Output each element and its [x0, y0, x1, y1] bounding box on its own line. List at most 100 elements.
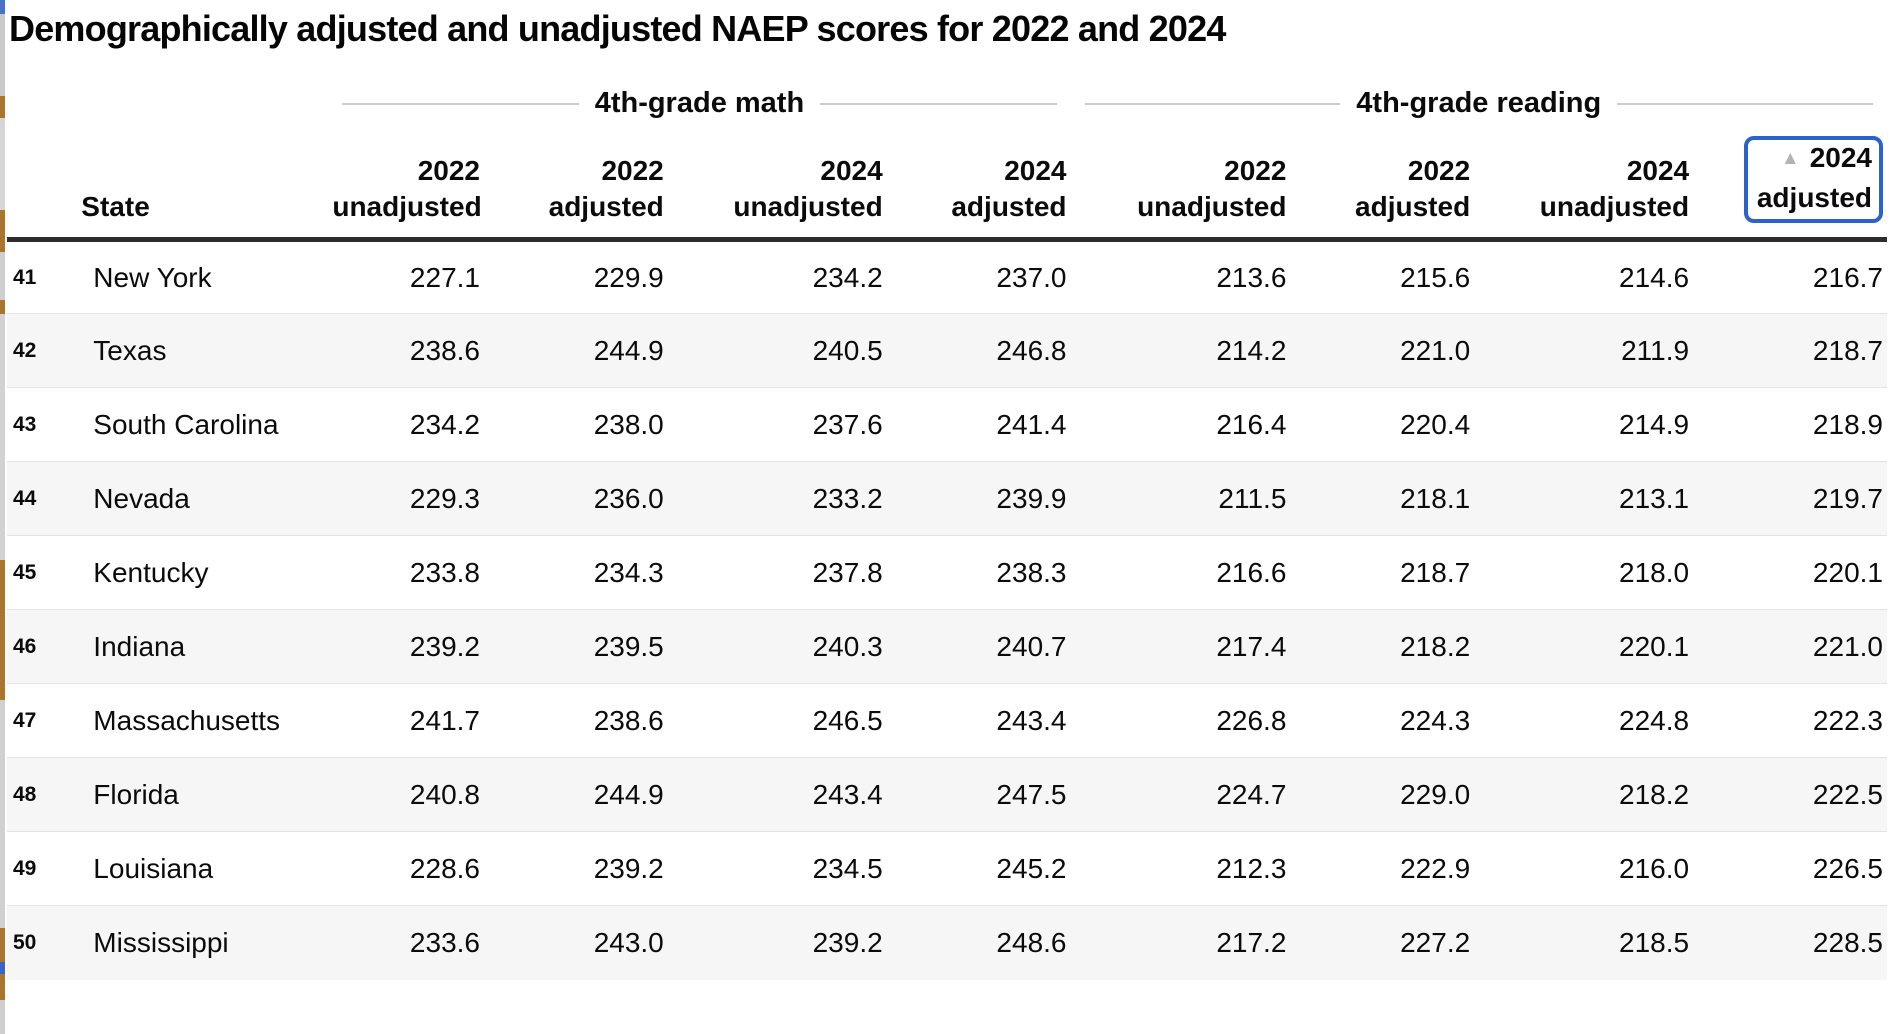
- reading-2022-adjusted-cell: 221.0: [1290, 313, 1475, 388]
- math-2024-adjusted-cell: 238.3: [886, 535, 1071, 610]
- reading-2024-unadjusted-cell: 220.1: [1474, 609, 1694, 684]
- math-2022-unadjusted-cell: 240.8: [328, 757, 484, 832]
- col-header-reading-2024-adjusted sorted[interactable]: ▲ 2024 adjusted: [1693, 122, 1887, 242]
- header-kind: adjusted: [1355, 191, 1471, 222]
- math-2024-adjusted-cell: 241.4: [886, 387, 1071, 462]
- group-header-row: 4th-grade math 4th-grade reading: [7, 50, 1887, 122]
- reading-2022-adjusted-cell: 229.0: [1290, 757, 1475, 832]
- math-2024-adjusted-cell: 237.0: [996, 261, 1067, 293]
- header-kind: unadjusted: [733, 191, 883, 222]
- table-row: 49 Louisiana 228.6 239.2 234.5 245.2 212…: [7, 831, 1887, 906]
- sort-ascending-icon: ▲: [1780, 148, 1800, 169]
- header-kind: unadjusted: [332, 191, 482, 222]
- reading-2024-adjusted-cell: 222.3: [1693, 683, 1887, 758]
- col-header-reading-2022-adjusted[interactable]: 2022 adjusted: [1290, 122, 1475, 242]
- reading-2024-unadjusted-cell: 214.9: [1474, 387, 1694, 462]
- header-year-with-sort: ▲ 2024: [1757, 140, 1872, 180]
- reading-2022-unadjusted-cell: 216.4: [1070, 387, 1291, 462]
- reading-2022-adjusted-cell: 220.4: [1290, 387, 1475, 462]
- reading-2022-adjusted-cell: 222.9: [1290, 831, 1475, 906]
- math-2024-adjusted-cell: 247.5: [886, 757, 1071, 832]
- table-row: 44 Nevada 229.3 236.0 233.2 239.9 211.5 …: [7, 461, 1887, 536]
- left-edge-artifact: [0, 0, 5, 1034]
- math-2024-adjusted-cell: 240.7: [886, 609, 1071, 684]
- header-year: 2022: [1224, 155, 1287, 186]
- state-cell: Nevada: [77, 461, 329, 536]
- table-row: 41 New York 227.1 229.9 234.2 237.0 213.…: [7, 240, 1887, 314]
- math-2022-unadjusted-cell: 239.2: [328, 609, 484, 684]
- table-row: 43 South Carolina 234.2 238.0 237.6 241.…: [7, 387, 1887, 462]
- header-kind: adjusted: [1756, 182, 1872, 213]
- rank-cell: 43: [7, 387, 78, 462]
- reading-2024-adjusted-cell: 216.7: [1812, 261, 1883, 293]
- col-header-reading-2022-unadjusted[interactable]: 2022 unadjusted: [1070, 122, 1291, 242]
- reading-2024-adjusted-cell: 222.5: [1693, 757, 1887, 832]
- col-header-math-2022-unadjusted[interactable]: 2022 unadjusted: [328, 122, 484, 242]
- math-2022-unadjusted-cell: 227.1: [409, 261, 480, 293]
- reading-2022-unadjusted-cell: 214.2: [1070, 313, 1291, 388]
- header-year: 2024: [1004, 155, 1067, 186]
- reading-2022-unadjusted-cell: 226.8: [1070, 683, 1291, 758]
- header-kind: unadjusted: [1539, 191, 1690, 222]
- math-2022-adjusted-cell: 238.0: [484, 387, 668, 462]
- math-2022-unadjusted-cell: 234.2: [328, 387, 484, 462]
- math-2024-adjusted-cell: 245.2: [886, 831, 1071, 906]
- math-2024-unadjusted-cell: 234.2: [812, 261, 883, 293]
- col-header-math-2022-adjusted[interactable]: 2022 adjusted: [484, 122, 668, 242]
- math-2022-unadjusted-cell: 228.6: [328, 831, 484, 906]
- state-cell: Louisiana: [77, 831, 329, 906]
- table-row: 48 Florida 240.8 244.9 243.4 247.5 224.7…: [7, 757, 1887, 832]
- reading-2022-unadjusted-cell: 212.3: [1070, 831, 1291, 906]
- header-year: 2022: [1407, 155, 1471, 186]
- reading-2024-unadjusted-cell: 218.5: [1474, 905, 1694, 980]
- reading-2022-adjusted-cell: 218.2: [1290, 609, 1475, 684]
- math-2022-adjusted-cell: 244.9: [484, 313, 668, 388]
- math-2024-adjusted-cell: 243.4: [886, 683, 1071, 758]
- header-kind: unadjusted: [1137, 191, 1287, 222]
- math-2024-adjusted-cell: 239.9: [886, 461, 1071, 536]
- rank-column-header: [7, 122, 78, 242]
- reading-2024-adjusted-cell: 221.0: [1693, 609, 1887, 684]
- rank-cell: 47: [7, 683, 78, 758]
- reading-2024-adjusted-cell: 218.7: [1693, 313, 1887, 388]
- group-label-reading: 4th-grade reading: [1356, 87, 1602, 119]
- reading-2022-adjusted-cell: 218.1: [1290, 461, 1475, 536]
- math-2024-unadjusted-cell: 237.8: [667, 535, 887, 610]
- state-cell: Texas: [77, 313, 329, 388]
- rank-cell: 48: [7, 757, 78, 832]
- rank-cell: 49: [7, 831, 78, 906]
- col-header-math-2024-adjusted[interactable]: 2024 adjusted: [886, 122, 1071, 242]
- math-2022-adjusted-cell: 244.9: [484, 757, 668, 832]
- table-row: 42 Texas 238.6 244.9 240.5 246.8 214.2 2…: [7, 313, 1887, 388]
- math-2022-adjusted-cell: 239.2: [484, 831, 668, 906]
- col-header-math-2024-unadjusted[interactable]: 2024 unadjusted: [667, 122, 887, 242]
- math-2022-adjusted-cell: 239.5: [484, 609, 668, 684]
- header-kind: adjusted: [548, 191, 664, 222]
- math-2024-unadjusted-cell: 243.4: [667, 757, 887, 832]
- reading-2024-adjusted-cell: 220.1: [1693, 535, 1887, 610]
- header-year: 2024: [1809, 142, 1872, 173]
- reading-2024-unadjusted-cell: 216.0: [1474, 831, 1694, 906]
- table-body: 41 New York 227.1 229.9 234.2 237.0 213.…: [7, 240, 1887, 980]
- reading-2024-adjusted-cell: 228.5: [1693, 905, 1887, 980]
- col-header-reading-2024-unadjusted[interactable]: 2024 unadjusted: [1474, 122, 1694, 242]
- state-cell: South Carolina: [77, 387, 329, 462]
- group-header-math: 4th-grade math: [328, 50, 1070, 122]
- reading-2022-adjusted-cell: 224.3: [1290, 683, 1475, 758]
- state-cell: Kentucky: [77, 535, 329, 610]
- rank-cell: 46: [7, 609, 78, 684]
- math-2024-unadjusted-cell: 239.2: [667, 905, 887, 980]
- reading-2024-unadjusted-cell: 213.1: [1474, 461, 1694, 536]
- table-row: 47 Massachusetts 241.7 238.6 246.5 243.4…: [7, 683, 1887, 758]
- header-kind: adjusted: [951, 191, 1067, 222]
- col-header-state[interactable]: State: [77, 122, 329, 242]
- column-header-row: State 2022 unadjusted 2022 adjusted 2024…: [7, 122, 1887, 242]
- reading-2024-unadjusted-cell: 214.6: [1619, 261, 1690, 293]
- math-2022-unadjusted-cell: 241.7: [328, 683, 484, 758]
- math-2022-adjusted-cell: 243.0: [484, 905, 668, 980]
- reading-2024-unadjusted-cell: 224.8: [1474, 683, 1694, 758]
- page-title: Demographically adjusted and unadjusted …: [9, 8, 1226, 49]
- group-divider-line: [1084, 102, 1341, 105]
- sorted-column-focus-box[interactable]: ▲ 2024 adjusted: [1743, 136, 1883, 223]
- math-2022-unadjusted-cell: 229.3: [328, 461, 484, 536]
